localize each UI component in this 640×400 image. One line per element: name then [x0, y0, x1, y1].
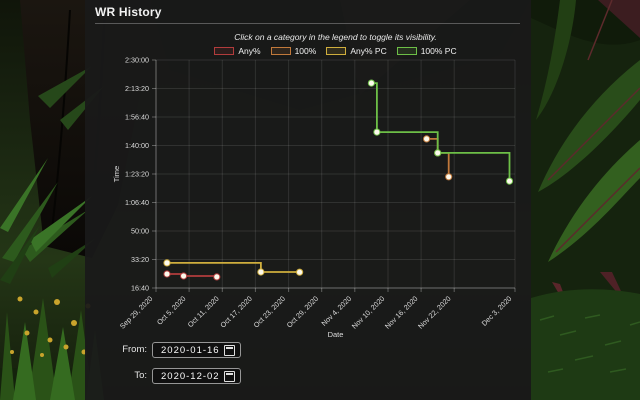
calendar-icon[interactable]: [224, 370, 235, 382]
page-title: WR History: [95, 5, 162, 19]
legend-label: Any% PC: [350, 46, 387, 56]
legend-item-any[interactable]: Any%: [214, 46, 261, 56]
from-filter-row: From: 2020-01-16: [85, 342, 531, 359]
to-date-input[interactable]: 2020-12-02: [152, 368, 241, 384]
svg-text:Nov 10, 2020: Nov 10, 2020: [350, 294, 387, 331]
svg-text:16:40: 16:40: [131, 284, 149, 293]
legend-item-100[interactable]: 100%: [270, 46, 317, 56]
from-date-value: 2020-01-16: [161, 344, 220, 356]
right-leaves: [538, 60, 640, 192]
svg-text:Oct 5, 2020: Oct 5, 2020: [155, 294, 188, 327]
legend-hint-text: Click on a category in the legend to tog…: [234, 32, 437, 42]
from-label: From:: [122, 344, 147, 355]
to-date-value: 2020-12-02: [161, 370, 220, 382]
svg-text:2:30:00: 2:30:00: [125, 56, 149, 65]
svg-text:Oct 17, 2020: Oct 17, 2020: [218, 294, 253, 329]
svg-text:Oct 23, 2020: Oct 23, 2020: [252, 294, 287, 329]
svg-text:1:06:40: 1:06:40: [125, 198, 149, 207]
svg-text:Date: Date: [328, 330, 344, 339]
to-filter-row: To: 2020-12-02: [85, 368, 531, 385]
calendar-icon[interactable]: [224, 344, 235, 356]
from-date-input[interactable]: 2020-01-16: [152, 342, 241, 358]
svg-text:Time: Time: [112, 166, 121, 182]
legend-item-any-pc[interactable]: Any% PC: [326, 46, 387, 56]
legend-item-100-pc[interactable]: 100% PC: [396, 46, 457, 56]
wr-history-chart[interactable]: 2:30:00 2:13:20 1:56:40 1:40:00 1:23:20 1:06:…: [85, 55, 531, 345]
legend-swatch: [396, 47, 417, 55]
svg-text:Nov 4, 2020: Nov 4, 2020: [319, 294, 353, 328]
to-label: To:: [134, 370, 147, 381]
svg-text:Dec 3, 2020: Dec 3, 2020: [480, 294, 514, 328]
legend-swatch: [270, 47, 291, 55]
svg-text:1:40:00: 1:40:00: [125, 141, 149, 150]
svg-text:1:23:20: 1:23:20: [125, 170, 149, 179]
svg-text:Oct 11, 2020: Oct 11, 2020: [186, 294, 221, 329]
chart-legend: Any% 100% Any% PC 100% PC: [156, 46, 515, 56]
legend-swatch: [326, 47, 347, 55]
svg-text:Nov 22, 2020: Nov 22, 2020: [416, 294, 453, 331]
svg-text:Sep 29, 2020: Sep 29, 2020: [118, 294, 155, 331]
wr-history-panel: WR History Click on a category in the le…: [85, 0, 531, 400]
left-plants: [2, 182, 88, 262]
grass: [0, 298, 93, 400]
title-separator: [95, 23, 520, 24]
svg-text:1:56:40: 1:56:40: [125, 113, 149, 122]
chart-header: Click on a category in the legend to tog…: [156, 32, 515, 56]
svg-text:50:00: 50:00: [131, 227, 149, 236]
moss-ground: [531, 289, 640, 400]
svg-text:33:20: 33:20: [131, 255, 149, 264]
svg-text:Oct 29, 2020: Oct 29, 2020: [285, 294, 320, 329]
legend-swatch: [214, 47, 235, 55]
svg-text:Nov 16, 2020: Nov 16, 2020: [383, 294, 420, 331]
legend-label: 100%: [294, 46, 317, 56]
yellow-flowers: [10, 296, 91, 357]
legend-label: 100% PC: [420, 46, 457, 56]
svg-text:2:13:20: 2:13:20: [125, 84, 149, 93]
legend-label: Any%: [238, 46, 261, 56]
